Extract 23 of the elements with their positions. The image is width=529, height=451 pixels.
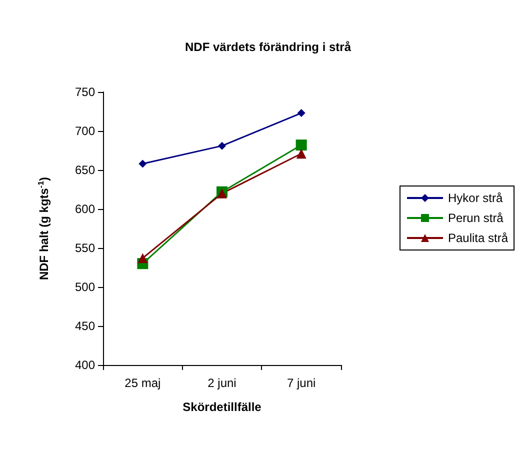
y-tick-label: 600: [74, 202, 96, 216]
legend-label: Hykor strå: [448, 191, 503, 205]
legend-label: Paulita strå: [448, 231, 508, 245]
point: [138, 160, 147, 168]
y-tick-label: 450: [74, 319, 96, 333]
x-tick-label: 25 maj: [124, 376, 161, 390]
chart-title: NDF värdets förändring i strå: [184, 40, 352, 54]
x-tick-label: 7 juni: [286, 376, 316, 390]
y-tick-label: 550: [74, 241, 96, 255]
point: [296, 140, 307, 151]
point: [297, 109, 306, 118]
x-tick-label: 2 juni: [208, 376, 236, 390]
y-tick-label: 650: [74, 163, 96, 177]
y-tick-label: 500: [74, 280, 96, 294]
y-tick-label: 750: [74, 85, 96, 99]
x-axis-title: Skördetillfälle: [182, 400, 262, 414]
point: [296, 148, 306, 159]
y-tick-label: 400: [74, 358, 96, 372]
legend-label: Perun strå: [448, 211, 504, 225]
point: [218, 142, 226, 150]
y-axis-title: NDF halt (g kgts-1): [36, 176, 51, 280]
point: [138, 253, 148, 264]
y-tick-label: 700: [74, 124, 96, 138]
